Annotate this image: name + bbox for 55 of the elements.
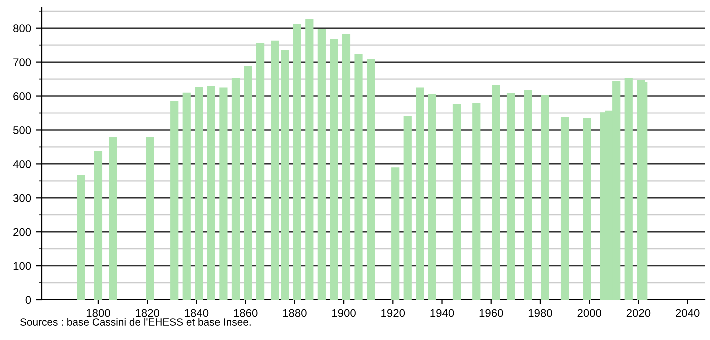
bar (109, 137, 118, 300)
bar (256, 43, 265, 300)
bar (428, 94, 436, 300)
bar (207, 86, 216, 300)
bar (524, 90, 532, 300)
y-tick-label: 0 (26, 296, 32, 304)
x-tick-label: 1800 (86, 309, 110, 318)
y-tick-label: 800 (14, 24, 32, 33)
y-tick-label: 300 (13, 194, 32, 202)
bar (170, 101, 179, 300)
x-tick-label: 1940 (430, 309, 454, 318)
bar (416, 88, 424, 300)
x-tick-label: 1960 (480, 309, 504, 318)
bar (182, 92, 191, 300)
bar (583, 118, 592, 300)
bar (220, 88, 228, 300)
y-tick-label: 600 (14, 92, 32, 100)
bar (560, 117, 570, 300)
bar (472, 103, 481, 300)
bar (77, 175, 86, 300)
bar (624, 78, 633, 300)
y-tick-label: 100 (14, 262, 32, 270)
bar (492, 85, 500, 300)
x-tick-label: 1920 (382, 309, 406, 318)
x-tick-label: 1880 (283, 309, 307, 318)
bar (354, 54, 363, 300)
x-tick-label: 1820 (136, 309, 160, 318)
x-tick-label: 1840 (185, 309, 209, 318)
bar (342, 34, 351, 300)
bar (232, 78, 240, 300)
bar (541, 95, 550, 300)
x-tick-label: 2000 (578, 309, 602, 318)
bar (392, 168, 400, 300)
bar (404, 116, 412, 300)
x-tick-label: 1980 (528, 309, 552, 318)
y-tick-label: 500 (13, 126, 32, 134)
bar (452, 104, 462, 300)
x-tick-label: 2020 (626, 309, 651, 318)
bar (244, 66, 252, 300)
y-tick-label: 400 (13, 160, 32, 168)
bar (330, 39, 338, 300)
x-tick-label: 2040 (676, 309, 700, 318)
bar (506, 93, 516, 300)
bar (293, 24, 302, 300)
bar (366, 59, 376, 300)
source-note: Sources : base Cassini de l'EHESS et base Insee. (20, 318, 251, 326)
bar (318, 29, 326, 300)
y-tick-label: 700 (14, 58, 32, 66)
x-tick-label: 1860 (234, 309, 258, 318)
bar (94, 150, 103, 300)
x-tick-label: 1900 (332, 309, 356, 318)
bar (146, 137, 154, 300)
bar (195, 87, 204, 300)
bar (306, 20, 314, 300)
y-tick-label: 200 (14, 228, 32, 236)
